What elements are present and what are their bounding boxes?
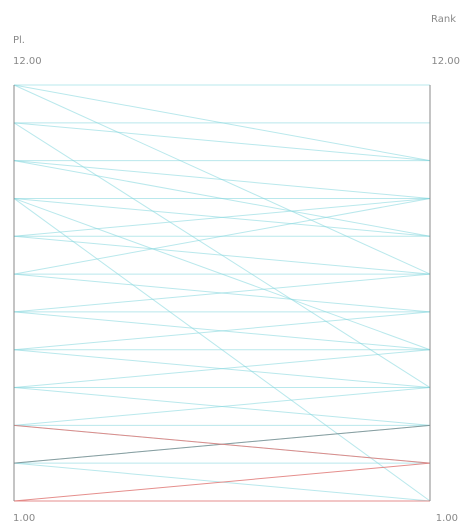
data-lines [13, 84, 431, 502]
data-line [13, 424, 431, 464]
data-line [13, 273, 431, 313]
rank-axis-title: Rank [431, 14, 456, 25]
pl-axis-min-label: 1.00 [13, 513, 35, 523]
rank-axis-min-label: 1.00 [436, 513, 458, 523]
data-line [13, 160, 431, 199]
pl-axis-max-label: 12.00 [13, 56, 42, 67]
data-line [13, 197, 431, 237]
data-line [13, 387, 431, 426]
data-line [13, 462, 431, 502]
data-line [13, 311, 431, 351]
pl-axis-title: Pl. [13, 35, 25, 46]
axes: Pl. Rank 12.00 12.00 1.00 1.00 [13, 14, 460, 523]
data-line [13, 349, 431, 389]
data-line [13, 197, 431, 275]
data-line [13, 122, 431, 162]
rank-axis-max-label: 12.00 [431, 56, 460, 67]
data-line [13, 235, 431, 275]
